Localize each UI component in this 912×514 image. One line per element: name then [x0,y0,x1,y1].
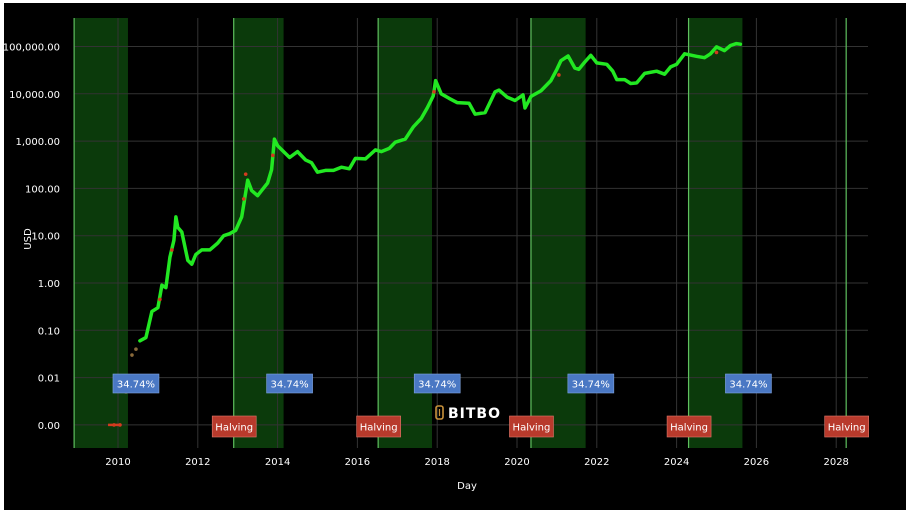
halving-badge [666,415,712,438]
x-axis-ticks: 2010 2012 2014 2016 2018 2020 2022 2024 2026 2028 [105,457,849,468]
x-tick-label: 2024 [664,457,689,468]
price-dot [557,73,561,77]
y-tick-label: 100.00 [25,184,60,195]
y-axis-title: USD [23,228,34,250]
halving-label: Halving [215,423,253,434]
chart-frame: 100,000.00 10,000.00 1,000.00 100.00 10.00 1.… [4,3,906,510]
halving-label: Halving [828,423,866,434]
cycle-percent-label: 34.74% [572,380,610,391]
cycle-percent-label: 34.74% [271,380,309,391]
cycle-percent-label: 34.74% [117,380,155,391]
bitbo-logo-icon [435,405,444,420]
halving-badge [509,415,554,438]
cycle-percent-badge [112,373,160,394]
cycle-percent-label: 34.74% [729,380,767,391]
halving-cycle-shades [74,18,743,448]
halving-label: Halving [360,423,398,434]
halving-label: Halving [513,423,551,434]
halving-badge [211,415,257,438]
y-tick-label: 0.10 [38,326,60,337]
price-dot [714,50,719,55]
halving-badge [824,415,869,438]
price-series [108,41,743,427]
x-tick-label: 2010 [105,457,130,468]
price-dot [130,353,134,357]
x-tick-label: 2020 [504,457,529,468]
price-chart: 100,000.00 10,000.00 1,000.00 100.00 10.00 1.… [4,18,869,492]
cycle-percent-badge [725,373,772,394]
halving-lines [73,18,847,448]
y-tick-label: 1,000.00 [15,137,60,148]
x-tick-label: 2026 [744,457,769,468]
x-tick-label: 2012 [185,457,210,468]
price-line [138,41,743,343]
halving-badge [356,415,401,438]
y-axis-ticks: 100,000.00 10,000.00 1,000.00 100.00 10.00 1.… [4,43,60,432]
price-dot [134,347,138,351]
cycle-percent-label: 34.74% [418,380,456,391]
y-tick-label: 100,000.00 [4,43,60,54]
price-dot [432,90,436,94]
x-tick-label: 2022 [584,457,609,468]
halving-label: Halving [670,423,708,434]
x-tick-label: 2018 [424,457,449,468]
price-dot [243,172,248,176]
x-tick-label: 2016 [345,457,370,468]
price-dot [158,297,162,302]
price-dot [271,153,275,158]
y-tick-label: 1.00 [38,279,60,290]
x-tick-label: 2028 [823,457,848,468]
price-dot [170,248,174,252]
bitbo-logo: BITBO [435,405,501,422]
cycle-percent-badge [266,373,313,394]
y-tick-label: 0.01 [38,374,60,385]
x-axis-title: Day [457,481,477,492]
cycle-percent-badge [413,373,461,394]
bitbo-watermark: BITBO [448,406,501,422]
price-dot [241,197,246,201]
y-tick-label: 10,000.00 [9,90,60,101]
y-tick-label: 10.00 [31,232,60,243]
cycle-percent-badge [567,373,615,394]
x-tick-label: 2014 [265,457,290,468]
annotations: 34.74% 34.74% 34.74% 34.74% 34.74% Halving Hal… [112,373,869,438]
y-tick-label: 0.00 [38,421,60,432]
